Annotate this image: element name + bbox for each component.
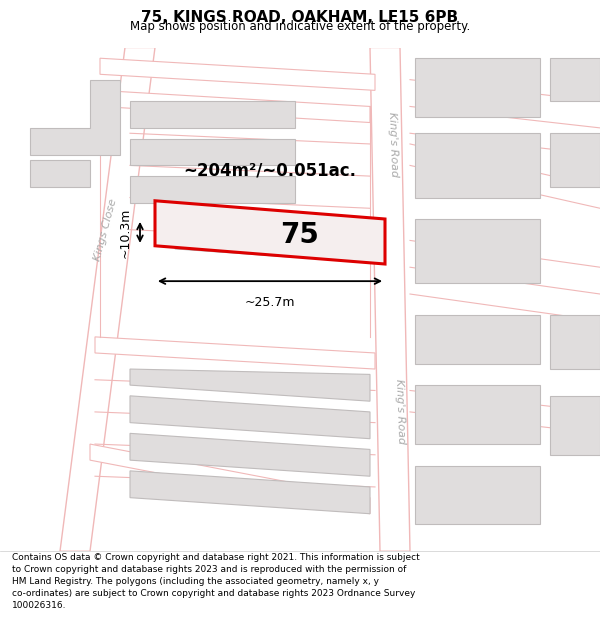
Polygon shape: [415, 316, 540, 364]
Polygon shape: [550, 133, 600, 187]
Text: ~204m²/~0.051ac.: ~204m²/~0.051ac.: [184, 162, 356, 180]
Text: Map shows position and indicative extent of the property.: Map shows position and indicative extent…: [130, 20, 470, 33]
Polygon shape: [550, 316, 600, 369]
Polygon shape: [30, 79, 120, 154]
Text: ~10.3m: ~10.3m: [119, 208, 132, 258]
Polygon shape: [130, 101, 295, 128]
Polygon shape: [550, 396, 600, 455]
Polygon shape: [30, 160, 90, 187]
Polygon shape: [130, 139, 295, 166]
Text: Contains OS data © Crown copyright and database right 2021. This information is : Contains OS data © Crown copyright and d…: [12, 554, 420, 609]
Text: King's Road: King's Road: [387, 111, 399, 177]
Text: 75, KINGS ROAD, OAKHAM, LE15 6PB: 75, KINGS ROAD, OAKHAM, LE15 6PB: [142, 11, 458, 26]
Polygon shape: [415, 58, 540, 117]
Polygon shape: [130, 396, 370, 439]
Polygon shape: [90, 444, 370, 514]
Polygon shape: [415, 219, 540, 283]
Polygon shape: [130, 471, 370, 514]
Polygon shape: [370, 48, 410, 551]
Polygon shape: [130, 433, 370, 476]
Text: ~25.7m: ~25.7m: [245, 296, 295, 309]
Polygon shape: [130, 369, 370, 401]
Polygon shape: [415, 385, 540, 444]
Polygon shape: [415, 133, 540, 198]
Polygon shape: [550, 58, 600, 101]
Text: 75: 75: [281, 221, 319, 249]
Polygon shape: [100, 91, 370, 123]
Text: King's Road: King's Road: [394, 379, 406, 445]
Polygon shape: [415, 466, 540, 524]
Polygon shape: [60, 48, 155, 551]
Polygon shape: [130, 176, 295, 203]
Text: Kings Close: Kings Close: [92, 198, 118, 262]
Polygon shape: [100, 58, 375, 91]
Polygon shape: [95, 337, 375, 369]
Polygon shape: [155, 201, 385, 264]
Polygon shape: [175, 213, 295, 258]
